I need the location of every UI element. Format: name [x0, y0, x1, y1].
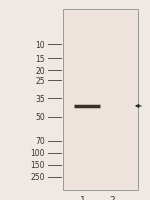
Text: 10: 10	[35, 41, 45, 49]
Text: 2: 2	[109, 195, 115, 200]
Text: 100: 100	[30, 149, 45, 157]
Text: 15: 15	[35, 55, 45, 63]
Text: 150: 150	[30, 161, 45, 169]
Text: 250: 250	[30, 173, 45, 181]
Text: 1: 1	[80, 195, 85, 200]
Text: 70: 70	[35, 137, 45, 145]
Text: 50: 50	[35, 113, 45, 121]
Text: 25: 25	[35, 77, 45, 85]
Text: 20: 20	[35, 67, 45, 75]
Text: 35: 35	[35, 95, 45, 103]
Bar	[63, 10, 138, 190]
